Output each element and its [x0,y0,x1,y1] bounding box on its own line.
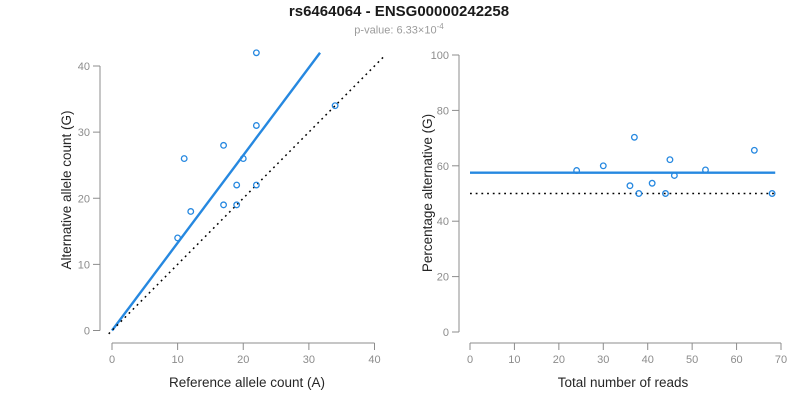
identity-line [108,54,387,335]
data-point [252,49,260,57]
data-point [599,162,607,170]
x-tick-label: 30 [597,354,609,366]
x-tick-label: 30 [303,354,315,366]
y-tick-label: 30 [78,127,90,139]
left-scatter-panel: 0 10 20 30 40 0 10 20 30 40 [78,49,387,366]
data-point [187,208,195,215]
data-point [630,133,638,141]
y-tick-label: 0 [443,327,449,339]
x-tick-label: 40 [642,354,654,366]
y-tick-label: 10 [78,259,90,271]
data-point [635,190,643,197]
data-point [233,181,241,189]
x-tick-label: 20 [553,354,565,366]
data-point [252,122,260,129]
data-point [662,190,669,197]
y-tick-label: 80 [437,105,449,117]
data-point [750,146,758,154]
fit-line [111,52,321,332]
y-tick-label: 60 [437,161,449,173]
x-tick-label: 40 [368,354,380,366]
data-point [180,155,188,163]
x-tick-label: 10 [172,354,184,366]
data-point [252,181,260,189]
left-y-axis-label: Alternative allele count (G) [59,110,74,269]
x-tick-label: 0 [467,354,473,366]
left-x-axis-label: Reference allele count (A) [169,375,325,390]
p-value-text: p-value: 6.33×10 [354,24,437,37]
data-point [174,234,182,242]
y-tick-label: 100 [431,50,449,62]
x-tick-label: 20 [237,354,249,366]
y-tick-label: 0 [84,326,90,338]
y-tick-label: 40 [78,61,90,73]
data-point [233,201,241,209]
x-tick-label: 70 [775,354,787,366]
data-point [702,166,709,174]
data-point [573,167,581,174]
data-point [220,141,228,149]
y-tick-label: 40 [437,216,449,228]
data-point [648,179,656,187]
data-point [331,102,339,110]
data-point [626,182,634,190]
data-point [239,155,247,163]
data-point [666,156,674,164]
x-tick-label: 50 [686,354,698,366]
data-point [670,172,678,179]
x-tick-label: 10 [508,354,520,366]
x-tick-label: 60 [730,354,742,366]
p-value-exponent: -4 [436,22,444,31]
data-point [220,201,228,209]
right-x-axis-label: Total number of reads [558,375,689,390]
y-tick-label: 20 [78,193,90,205]
x-tick-label: 0 [109,354,115,366]
data-point [768,190,776,197]
y-tick-label: 20 [437,272,449,284]
figure-title: rs6464064 - ENSG00000242258 [288,3,510,20]
figure-subtitle: p-value: 6.33×10-4 [354,22,443,37]
right-scatter-panel: 0 10 20 30 40 50 60 70 0 20 40 60 80 100 [431,50,787,366]
right-y-axis-label: Percentage alternative (G) [420,114,435,272]
